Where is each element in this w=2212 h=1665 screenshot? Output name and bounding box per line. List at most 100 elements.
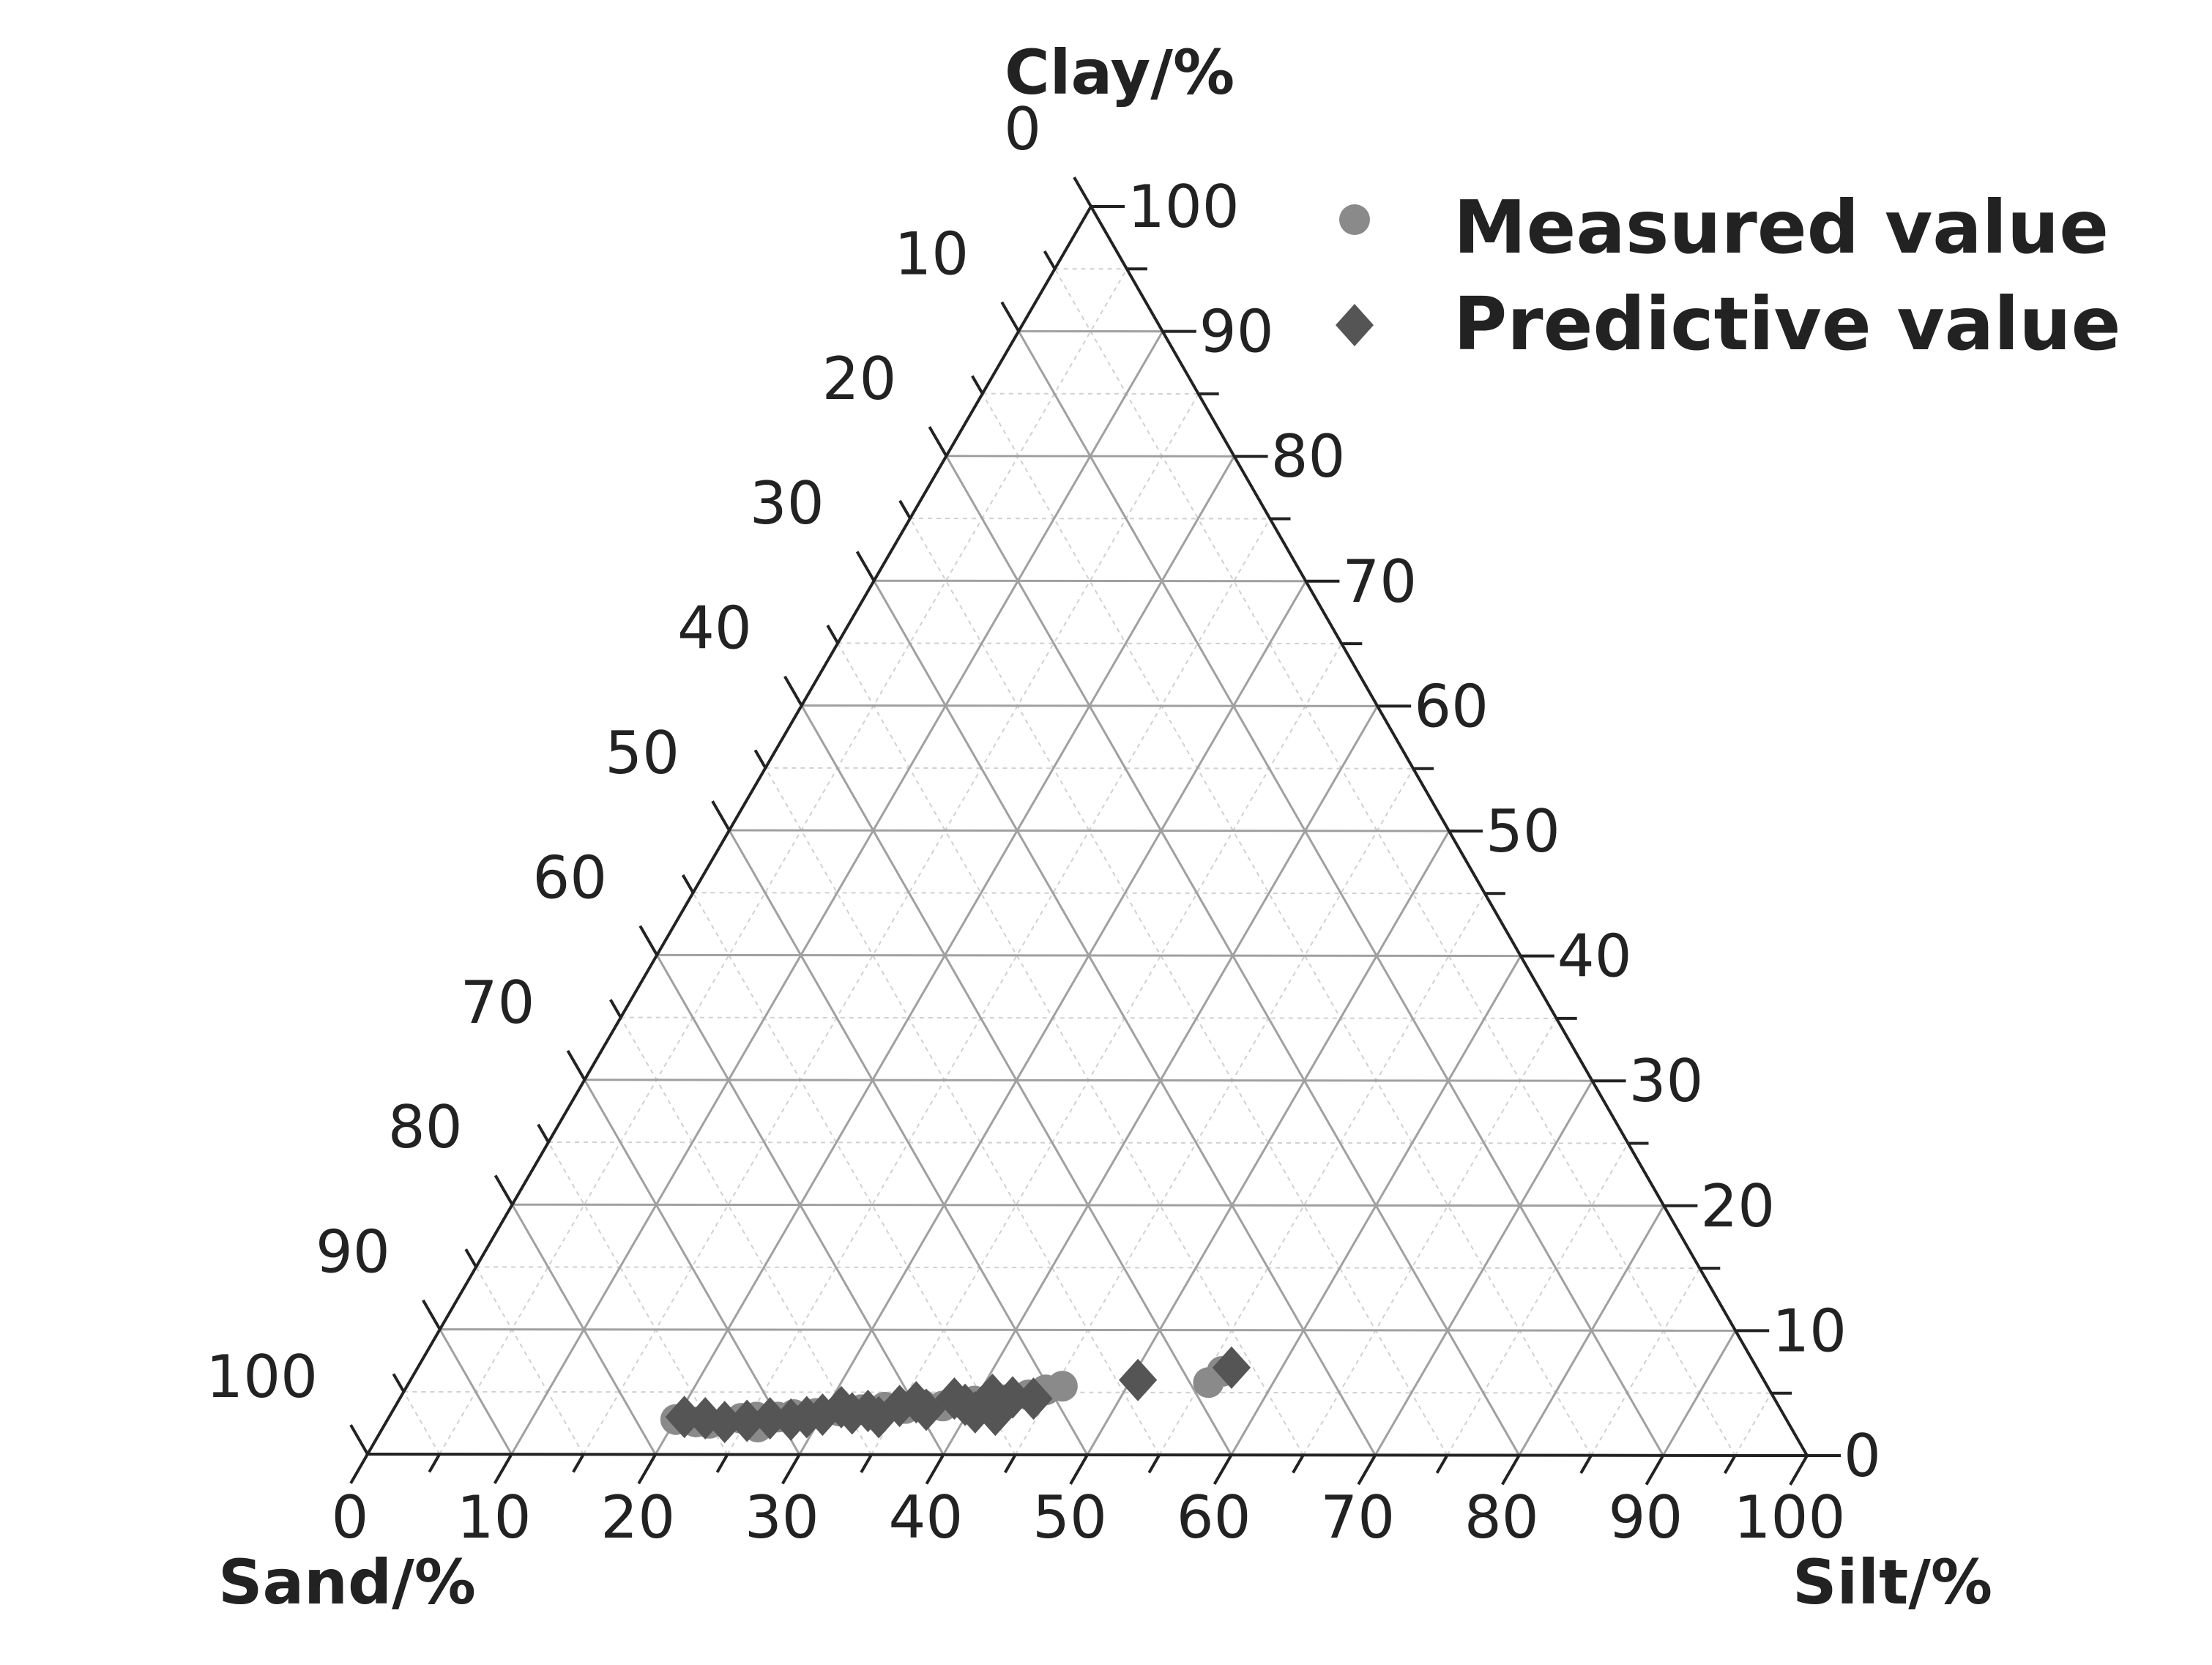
tick-left-19: [393, 1374, 403, 1392]
tick-bottom-9: [1005, 1455, 1016, 1472]
grid-line-clay-30: [584, 1080, 1592, 1081]
grid-line-clay-65: [838, 643, 1341, 644]
tick-label-bottom-0: 0: [332, 1483, 369, 1552]
grid-line-clay-25: [548, 1142, 1628, 1144]
grid-line-sand-65: [621, 1018, 871, 1455]
grid-line-silt-45: [1016, 769, 1413, 1455]
tick-bottom-10: [1070, 1455, 1087, 1484]
tick-left-15: [538, 1125, 548, 1142]
tick-label-right-80: 80: [1271, 422, 1346, 491]
tick-bottom-20: [1790, 1456, 1807, 1485]
tick-label-bottom-30: 30: [745, 1483, 819, 1552]
tick-bottom-13: [1293, 1455, 1303, 1472]
tick-left-3: [972, 376, 983, 393]
tick-bottom-6: [783, 1455, 800, 1484]
tick-left-2: [1002, 302, 1019, 332]
tick-label-bottom-60: 60: [1177, 1483, 1251, 1552]
grid-line-clay-60: [802, 706, 1377, 707]
tick-label-right-90: 90: [1199, 298, 1274, 366]
tick-bottom-19: [1725, 1456, 1735, 1473]
tick-label-left-10: 10: [894, 220, 969, 288]
tick-label-left-70: 70: [461, 969, 535, 1037]
tick-left-7: [827, 625, 838, 643]
tick-left-9: [755, 750, 765, 768]
grid-line-clay-15: [476, 1267, 1699, 1268]
tick-label-left-30: 30: [750, 469, 824, 537]
tick-label-left-80: 80: [388, 1093, 463, 1161]
tick-label-right-50: 50: [1486, 797, 1560, 865]
tick-label-right-20: 20: [1700, 1172, 1775, 1240]
predictive-point-22: [1119, 1359, 1157, 1401]
tick-left-11: [683, 875, 693, 893]
tick-bottom-12: [1215, 1455, 1232, 1484]
tick-left-12: [640, 926, 657, 956]
silt-axis-title: Silt/%: [1792, 1546, 1992, 1618]
grid-line-clay-55: [765, 768, 1413, 769]
legend: Measured value Predictive value: [1336, 185, 2120, 367]
grid-line-clay-5: [403, 1392, 1771, 1393]
clay-axis-title: Clay/%: [1005, 37, 1235, 108]
tick-left-4: [929, 427, 946, 456]
tick-bottom-4: [638, 1454, 655, 1483]
tick-bottom-17: [1581, 1456, 1591, 1473]
sand-axis-title: Sand/%: [218, 1546, 476, 1618]
tick-label-right-100: 100: [1128, 173, 1240, 241]
tick-label-right-40: 40: [1557, 923, 1632, 991]
grid-line-silt-75: [1448, 1144, 1628, 1456]
major-grid: [440, 331, 1735, 1455]
tick-left-16: [496, 1175, 513, 1204]
grid-line-clay-50: [729, 830, 1449, 831]
data-points: [660, 1346, 1251, 1443]
grid-line-silt-95: [1735, 1393, 1771, 1456]
tick-label-left-20: 20: [822, 345, 897, 413]
tick-label-right-70: 70: [1342, 548, 1417, 616]
grid-line-silt-25: [728, 519, 1270, 1455]
legend-measured-label: Measured value: [1453, 185, 2109, 270]
grid-line-silt-65: [1303, 1018, 1557, 1455]
grid-line-sand-5: [1055, 269, 1735, 1456]
tick-label-right-0: 0: [1844, 1422, 1881, 1490]
tick-bottom-18: [1646, 1456, 1663, 1485]
tick-label-bottom-40: 40: [889, 1483, 964, 1552]
grid-line-sand-15: [983, 394, 1591, 1456]
tick-left-0: [1074, 177, 1091, 206]
tick-label-right-30: 30: [1629, 1047, 1704, 1115]
tick-left-14: [567, 1051, 584, 1080]
tick-bottom-1: [429, 1454, 439, 1472]
tick-label-bottom-80: 80: [1464, 1483, 1539, 1552]
tick-label-bottom-100: 100: [1734, 1483, 1846, 1552]
grid-line-clay-75: [910, 518, 1270, 519]
tick-bottom-5: [718, 1455, 728, 1472]
tick-label-bottom-50: 50: [1032, 1483, 1107, 1552]
tick-label-right-10: 10: [1772, 1297, 1847, 1365]
tick-left-1: [1045, 251, 1055, 269]
grid-line-sand-25: [910, 518, 1448, 1456]
tick-label-bottom-70: 70: [1320, 1483, 1395, 1552]
tick-label-left-90: 90: [316, 1218, 390, 1286]
measured-point-21: [1047, 1371, 1078, 1401]
tick-label-bottom-10: 10: [457, 1483, 532, 1552]
tick-bottom-16: [1502, 1456, 1519, 1485]
tick-bottom-14: [1358, 1455, 1375, 1484]
tick-label-bottom-90: 90: [1609, 1483, 1683, 1552]
grid-line-clay-40: [657, 955, 1521, 956]
grid-line-sand-55: [693, 893, 1016, 1455]
grid-line-sand-45: [765, 768, 1159, 1455]
tick-label-left-60: 60: [532, 843, 607, 912]
tick-bottom-7: [861, 1455, 871, 1472]
tick-left-5: [900, 501, 910, 518]
tick-label-left-40: 40: [677, 595, 752, 663]
grid-line-sand-35: [838, 643, 1303, 1455]
legend-predictive-marker: [1336, 304, 1374, 346]
legend-predictive-label: Predictive value: [1453, 281, 2120, 367]
grid-line-sand-95: [403, 1392, 439, 1454]
legend-measured-marker: [1339, 204, 1370, 235]
tick-left-8: [785, 677, 802, 706]
grid-line-clay-10: [440, 1330, 1735, 1331]
tick-label-left-50: 50: [605, 719, 679, 787]
tick-label-left-100: 100: [206, 1343, 318, 1411]
minor-grid: [403, 269, 1771, 1456]
tick-left-10: [712, 801, 729, 830]
